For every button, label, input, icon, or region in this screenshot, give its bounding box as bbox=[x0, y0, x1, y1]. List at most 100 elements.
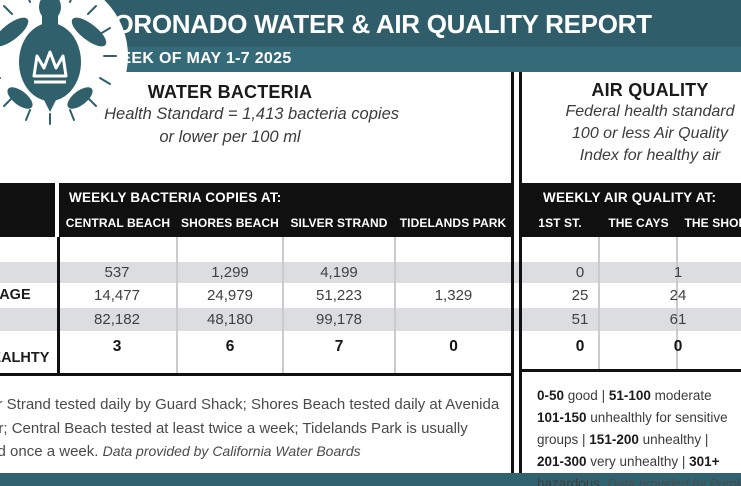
water-note-line3-text: tested once a week. bbox=[0, 443, 99, 460]
air-standard-line2: 100 or less Air Quality bbox=[572, 125, 728, 142]
cell-avg-1st-st: 25 bbox=[571, 287, 589, 304]
cell-avg-tidelands: 1,329 bbox=[434, 287, 473, 304]
table-row-low: 537 1,299 4,199 0 1 1 bbox=[0, 262, 741, 283]
cell-high-shores: 48,180 bbox=[207, 311, 253, 328]
table-row-days-unhealthy: DAYS UNHEALHTY 3 6 7 0 0 0 1 bbox=[0, 331, 741, 373]
cell-avg-shores: 24,979 bbox=[207, 287, 253, 304]
legend-range: 51-100 bbox=[608, 388, 651, 403]
water-table-header: WEEKLY BACTERIA COPIES AT: CENTRAL BEACH… bbox=[59, 183, 511, 237]
cell-low-central: 537 bbox=[104, 264, 130, 281]
cell-days-tidelands: 0 bbox=[449, 338, 458, 355]
water-table-caption: WEEKLY BACTERIA COPIES AT: bbox=[69, 190, 282, 205]
section-divider-line bbox=[519, 72, 522, 474]
table-gutter bbox=[512, 283, 521, 308]
legend-text: moderate bbox=[650, 388, 712, 403]
water-table-bottom-border bbox=[0, 373, 511, 376]
water-bacteria-section: WATER BACTERIA State Health Standard = 1… bbox=[40, 82, 420, 148]
crowned-turtle-logo-icon bbox=[0, 0, 128, 134]
legend-line4: 201-300 very unhealthy | 301+ bbox=[537, 451, 741, 473]
report-title: CORONADO WATER & AIR QUALITY REPORT bbox=[95, 9, 652, 39]
cell-high-central: 82,182 bbox=[94, 311, 140, 328]
column-divider bbox=[598, 237, 600, 369]
row-label-header-cell bbox=[0, 183, 55, 237]
column-divider bbox=[394, 237, 396, 373]
legend-range: 301+ bbox=[689, 454, 720, 469]
column-divider bbox=[282, 237, 284, 373]
table-row-average: AVERAGE 14,477 24,979 51,223 1,329 25 24… bbox=[0, 283, 741, 308]
cell-low-cays: 1 bbox=[673, 264, 683, 281]
column-header-1st-st: 1ST ST. bbox=[538, 216, 582, 230]
legend-line2: 101-150 unhealthly for sensitive bbox=[537, 407, 741, 429]
air-standard-line1: Federal health standard bbox=[565, 103, 735, 120]
air-quality-index-legend: 0-50 good | 51-100 moderate 101-150 unhe… bbox=[537, 385, 741, 486]
water-standard-line2: or lower per 100 ml bbox=[159, 127, 301, 146]
legend-range: 151-200 bbox=[589, 432, 639, 447]
column-header-shores-beach: SHORES BEACH bbox=[181, 216, 279, 230]
air-standard-line3: Index for healthy air bbox=[579, 147, 721, 164]
column-divider bbox=[176, 237, 178, 373]
legend-text: good | bbox=[564, 388, 609, 403]
legend-text: unhealthly for sensitive bbox=[586, 410, 728, 425]
cell-days-1st-st: 0 bbox=[575, 338, 585, 355]
table-stripe bbox=[0, 308, 741, 331]
cell-avg-silver: 51,223 bbox=[316, 287, 362, 304]
air-table-caption: WEEKLY AIR QUALITY AT: bbox=[543, 190, 717, 205]
cell-low-tidelands bbox=[395, 262, 512, 283]
water-note-line1: Silver Strand tested daily by Guard Shac… bbox=[0, 396, 500, 413]
air-table-header: WEEKLY AIR QUALITY AT: 1ST ST. THE CAYS … bbox=[521, 183, 741, 237]
cell-low-shores: 1,299 bbox=[211, 264, 249, 281]
column-divider bbox=[676, 237, 678, 369]
table-gutter bbox=[512, 262, 521, 283]
legend-line5: hazardous. Data provided by PurpleAir bbox=[537, 473, 741, 486]
table-gutter bbox=[512, 308, 521, 331]
cell-low-1st-st: 0 bbox=[575, 264, 585, 281]
cell-avg-cays: 24 bbox=[669, 287, 687, 304]
row-label: DAYS UNHEALHTY bbox=[0, 350, 50, 366]
column-header-the-shores: THE SHORES bbox=[684, 216, 741, 230]
report-week: WEEK OF MAY 1-7 2025 bbox=[105, 50, 292, 67]
legend-text: very unhealthy | bbox=[586, 454, 690, 469]
cell-high-cays: 61 bbox=[669, 311, 687, 328]
column-header-tidelands-park: TIDELANDS PARK bbox=[399, 216, 507, 230]
water-note-line2: Lunar; Central Beach tested at least twi… bbox=[0, 419, 468, 437]
section-divider-line bbox=[511, 72, 514, 474]
legend-text: unhealthy | bbox=[638, 432, 709, 447]
cell-days-silver: 7 bbox=[334, 338, 344, 355]
water-testing-notes: Silver Strand tested daily by Guard Shac… bbox=[0, 393, 565, 464]
legend-line1: 0-50 good | 51-100 moderate bbox=[537, 385, 741, 407]
legend-line3: groups | 151-200 unhealthy | bbox=[537, 429, 741, 451]
cell-days-central: 3 bbox=[112, 338, 122, 355]
column-header-central-beach: CENTRAL BEACH bbox=[65, 216, 171, 230]
cell-low-silver: 4,199 bbox=[320, 264, 358, 281]
air-data-credit: Data provided by PurpleAir bbox=[607, 476, 741, 486]
column-header-silver-strand: SILVER STRAND bbox=[290, 216, 388, 230]
cell-days-shores-air: 1 bbox=[717, 331, 741, 373]
cell-high-1st-st: 51 bbox=[571, 311, 589, 328]
air-section-title: AIR QUALITY bbox=[591, 80, 709, 100]
row-label: AVERAGE bbox=[0, 287, 31, 303]
water-section-title: WATER BACTERIA bbox=[147, 82, 313, 102]
footer-bar bbox=[0, 473, 741, 486]
air-table-bottom-border bbox=[519, 369, 741, 372]
table-row-high: 82,182 48,180 99,178 51 61 252 bbox=[0, 308, 741, 331]
cell-high-silver: 99,178 bbox=[316, 311, 362, 328]
cell-avg-shores-air: 42 bbox=[717, 283, 741, 308]
legend-range: 201-300 bbox=[537, 454, 587, 469]
cell-days-shores: 6 bbox=[225, 338, 235, 355]
cell-avg-central: 14,477 bbox=[94, 287, 140, 304]
legend-text: hazardous. bbox=[537, 476, 608, 486]
column-header-the-cays: THE CAYS bbox=[608, 216, 669, 230]
legend-text: groups | bbox=[537, 432, 590, 447]
water-standard-line1: State Health Standard = 1,413 bacteria c… bbox=[60, 105, 400, 123]
label-column-divider bbox=[57, 237, 60, 376]
air-quality-section: AIR QUALITY Federal health standard 100 … bbox=[525, 80, 741, 167]
legend-range: 101-150 bbox=[537, 410, 587, 425]
cell-days-cays: 0 bbox=[673, 338, 683, 355]
water-data-credit: Data provided by California Water Boards bbox=[102, 443, 361, 459]
water-note-line3: tested once a week. Data provided by Cal… bbox=[0, 440, 565, 464]
cell-high-tidelands bbox=[395, 308, 512, 331]
table-stripe bbox=[0, 262, 741, 283]
cell-high-shores-air: 252 bbox=[717, 308, 741, 331]
legend-range: 0-50 bbox=[537, 388, 565, 403]
